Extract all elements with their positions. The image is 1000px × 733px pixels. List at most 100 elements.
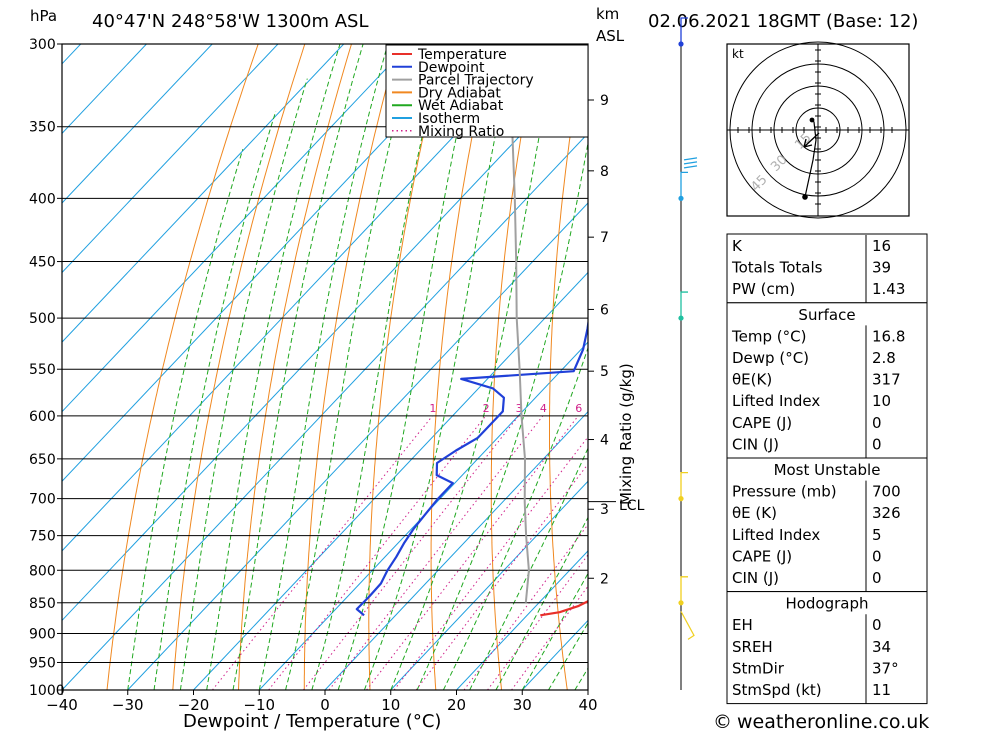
temperature-tick-label: 0 — [320, 696, 330, 714]
pressure-tick-label: 650 — [29, 452, 56, 468]
isotherm-lines — [62, 44, 588, 690]
table-row-value: 0 — [872, 435, 882, 453]
table-title: Most Unstable — [774, 461, 881, 479]
table-row-label: θE(K) — [732, 371, 772, 389]
table-row-label: CAPE (J) — [732, 414, 792, 432]
temperature-tick-label: −20 — [178, 696, 210, 714]
mixing-ratio-lines — [212, 415, 588, 690]
legend-label: Mixing Ratio — [418, 124, 504, 140]
table-row-value: 0 — [872, 616, 882, 634]
isotherm-line — [62, 44, 147, 135]
mixing-ratio-line — [268, 415, 487, 690]
isotherm-line — [62, 44, 279, 274]
pressure-tick-label: 950 — [29, 655, 56, 671]
storm-motion-arrow-icon — [803, 132, 820, 148]
wet-adiabat-line — [179, 78, 308, 690]
mixing-ratio-label: 20 — [689, 402, 703, 415]
mixing-ratio-line — [303, 415, 519, 690]
hodograph-table: Hodograph EH 0 SREH 34 StmDir 37° StmSpd (kt) 11 — [726, 591, 928, 705]
table-row-label: Dewp (°C) — [732, 349, 809, 367]
wet-adiabat-line — [363, 44, 515, 690]
table-row-value: 39 — [872, 259, 891, 277]
most-unstable-table: Most Unstable Pressure (mb) 700 θE (K) 326 Li… — [726, 457, 928, 593]
hodograph-unit-label: kt — [732, 47, 744, 61]
table-row-value: 34 — [872, 638, 891, 656]
height-tick-label: 6 — [600, 302, 609, 318]
table-row-value: 16.8 — [872, 327, 905, 345]
pressure-tick-label: 550 — [29, 362, 56, 378]
pressure-tick-label: 750 — [29, 529, 56, 545]
mixing-ratio-label: 1 — [429, 402, 436, 415]
table-row-label: CIN (J) — [732, 435, 779, 453]
isotherm-line — [390, 480, 588, 690]
isotherm-line — [62, 63, 588, 622]
table-frame — [726, 591, 928, 705]
wet-adiabat-line — [416, 140, 588, 690]
wet-adiabat-line — [285, 44, 415, 690]
mixing-ratio-line — [511, 585, 588, 690]
mixing-ratio-label: 4 — [540, 402, 547, 415]
table-row-label: CAPE (J) — [732, 547, 792, 565]
mixing-ratio-label: 3 — [516, 402, 523, 415]
temperature-tick-label: 40 — [578, 696, 597, 714]
pressure-unit-label: hPa — [30, 7, 57, 25]
sounding-series — [355, 44, 588, 617]
table-row-value: 700 — [872, 483, 901, 501]
isotherm-line — [62, 44, 542, 552]
x-axis-title: Dewpoint / Temperature (°C) — [183, 711, 441, 732]
wind-profile — [678, 17, 698, 690]
wet-adiabat-line — [469, 447, 588, 690]
pressure-tick-label: 400 — [29, 191, 56, 207]
height-tick-label: 7 — [600, 230, 609, 246]
isotherm-line — [62, 44, 476, 482]
legend-label: Isotherm — [418, 111, 480, 127]
stability-indices-table: K 16 Totals Totals 39 PW (cm) 1.43 — [726, 233, 928, 304]
table-row-value: 37° — [872, 659, 899, 677]
pressure-tick-label: 450 — [29, 255, 56, 271]
hodograph-point — [809, 117, 815, 123]
parcel-trajectory-line — [511, 44, 530, 603]
legend-label: Dewpoint — [418, 60, 485, 76]
dry-adiabat-line — [957, 44, 1000, 690]
mixing-ratio-line — [487, 554, 588, 690]
date-title: 02.06.2021 18GMT (Base: 12) — [648, 11, 918, 32]
mixing-ratio-label: 2 — [483, 402, 490, 415]
height-tick-label: 3 — [600, 502, 609, 518]
pressure-tick-label: 350 — [29, 120, 56, 136]
height-tick-label: 9 — [600, 93, 609, 109]
pressure-tick-label: 1000 — [29, 683, 65, 699]
wet-adiabat-line — [337, 44, 478, 690]
table-row-value: 0 — [872, 547, 882, 565]
legend-label: Parcel Trajectory — [418, 73, 534, 89]
wet-adiabat-line — [390, 44, 558, 690]
height-unit-asl-label: ASL — [596, 27, 625, 45]
pressure-tick-label: 900 — [29, 626, 56, 642]
table-row-label: Pressure (mb) — [732, 483, 837, 501]
dry-adiabat-line — [660, 44, 698, 690]
legend-label: Temperature — [417, 47, 507, 63]
table-title: Surface — [798, 306, 855, 324]
wind-barb-icon — [680, 471, 688, 499]
table-row-value: 16 — [872, 237, 891, 255]
pressure-tick-label: 600 — [29, 409, 56, 425]
legend-label: Dry Adiabat — [418, 85, 501, 101]
temperature-tick-label: 30 — [513, 696, 532, 714]
wind-barb-icon — [680, 17, 688, 44]
wind-barb-icon — [680, 171, 688, 199]
pressure-axis: 300 350 400 450 500 550 600 650 700 750 800 850 900 9… — [29, 37, 65, 699]
lcl-label: LCL — [619, 498, 645, 514]
table-row-value: 5 — [872, 526, 882, 544]
plot-frame — [61, 43, 589, 691]
height-tick-label: 4 — [600, 433, 609, 449]
table-row-value: 0 — [872, 569, 882, 587]
wind-barb-icon — [680, 576, 688, 603]
temperature-tick-label: −10 — [243, 696, 275, 714]
mixing-ratio-label: 25 — [712, 402, 726, 415]
hodograph-point — [802, 194, 808, 200]
isotherm-line — [456, 550, 588, 690]
table-row-value: 326 — [872, 504, 901, 522]
temperature-tick-label: 10 — [381, 696, 400, 714]
